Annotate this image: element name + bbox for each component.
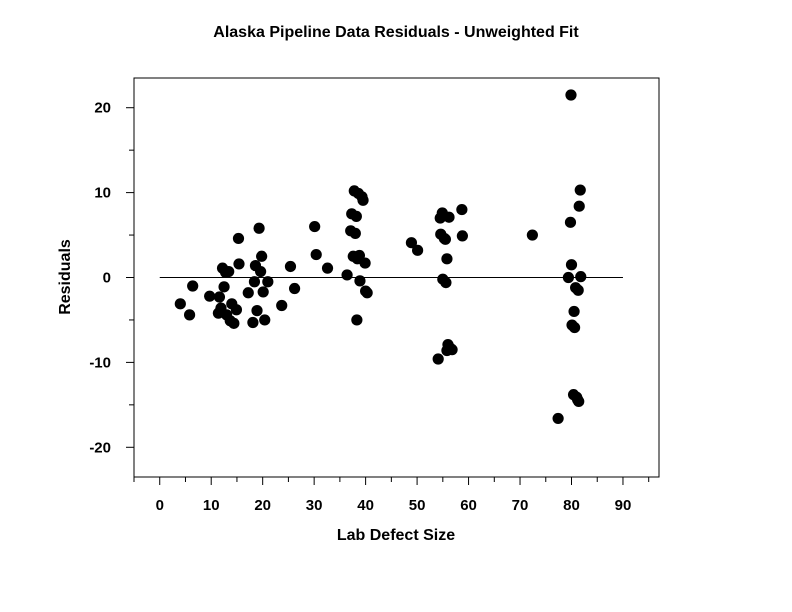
- data-point: [351, 314, 363, 326]
- data-point: [443, 211, 455, 223]
- y-tick-label: 20: [94, 100, 111, 117]
- data-point: [255, 265, 267, 278]
- data-point: [253, 222, 265, 234]
- data-point: [218, 281, 230, 293]
- chart-title: Alaska Pipeline Data Residuals - Unweigh…: [213, 24, 579, 41]
- x-tick-label: 10: [203, 497, 220, 514]
- y-tick-label: -20: [89, 439, 111, 456]
- data-point: [259, 314, 271, 326]
- data-point: [247, 316, 259, 329]
- data-point: [228, 317, 240, 329]
- x-tick-label: 50: [409, 497, 426, 514]
- data-point: [213, 291, 226, 303]
- x-axis-label: Lab Defect Size: [337, 527, 455, 544]
- data-point: [251, 305, 263, 317]
- x-tick-label: 30: [306, 497, 323, 514]
- data-point: [256, 250, 268, 262]
- data-point: [257, 286, 269, 298]
- y-axis: -20 -10 0 10 20: [89, 100, 134, 456]
- data-points: [174, 89, 587, 425]
- data-point: [361, 287, 373, 299]
- data-point: [412, 244, 424, 256]
- x-tick-label: 90: [615, 497, 632, 514]
- data-point: [565, 259, 578, 271]
- x-axis: 0 10 20 30 40 50 60 70 80 90: [133, 477, 650, 514]
- data-point: [276, 299, 288, 312]
- y-axis-label: Residuals: [57, 239, 74, 315]
- data-point: [204, 290, 216, 302]
- data-point: [405, 237, 418, 249]
- data-point: [350, 210, 362, 222]
- data-point: [353, 249, 366, 262]
- x-tick-label: 60: [460, 497, 477, 514]
- x-tick-label: 80: [563, 497, 580, 514]
- data-point: [456, 203, 468, 216]
- data-point: [233, 258, 245, 270]
- data-point: [575, 271, 587, 283]
- data-point: [349, 227, 361, 239]
- data-point: [341, 269, 353, 281]
- data-point: [456, 230, 468, 242]
- data-point: [440, 276, 452, 289]
- data-point: [439, 233, 451, 245]
- x-tick-label: 70: [512, 497, 529, 514]
- data-point: [223, 265, 235, 278]
- data-point: [262, 276, 274, 288]
- data-point: [552, 412, 564, 425]
- data-point: [359, 257, 371, 269]
- data-point: [572, 284, 584, 296]
- y-tick-label: -10: [89, 354, 111, 371]
- data-point: [288, 282, 301, 295]
- data-point: [446, 344, 458, 356]
- data-point: [574, 184, 586, 196]
- data-point: [321, 262, 334, 274]
- data-point: [183, 309, 196, 321]
- data-point: [174, 298, 186, 310]
- data-point: [284, 260, 297, 273]
- y-tick-label: 10: [94, 185, 111, 202]
- x-tick-label: 0: [156, 497, 164, 514]
- x-tick-label: 40: [357, 497, 374, 514]
- data-point: [565, 89, 577, 101]
- data-point: [310, 248, 322, 261]
- data-point: [354, 275, 366, 287]
- data-point: [187, 280, 199, 292]
- data-point: [573, 395, 585, 408]
- data-point: [562, 271, 575, 284]
- data-point: [573, 200, 585, 212]
- y-tick-label: 0: [103, 270, 111, 287]
- data-point: [230, 304, 243, 316]
- data-point: [248, 276, 261, 288]
- data-point: [309, 220, 321, 233]
- data-point: [441, 253, 453, 265]
- data-point: [526, 229, 538, 241]
- data-point: [232, 232, 245, 245]
- data-point: [432, 353, 444, 365]
- data-point: [568, 321, 581, 334]
- data-point: [564, 216, 577, 228]
- x-tick-label: 20: [254, 497, 271, 514]
- data-point: [242, 287, 254, 299]
- data-point: [357, 194, 369, 206]
- data-point: [568, 305, 580, 318]
